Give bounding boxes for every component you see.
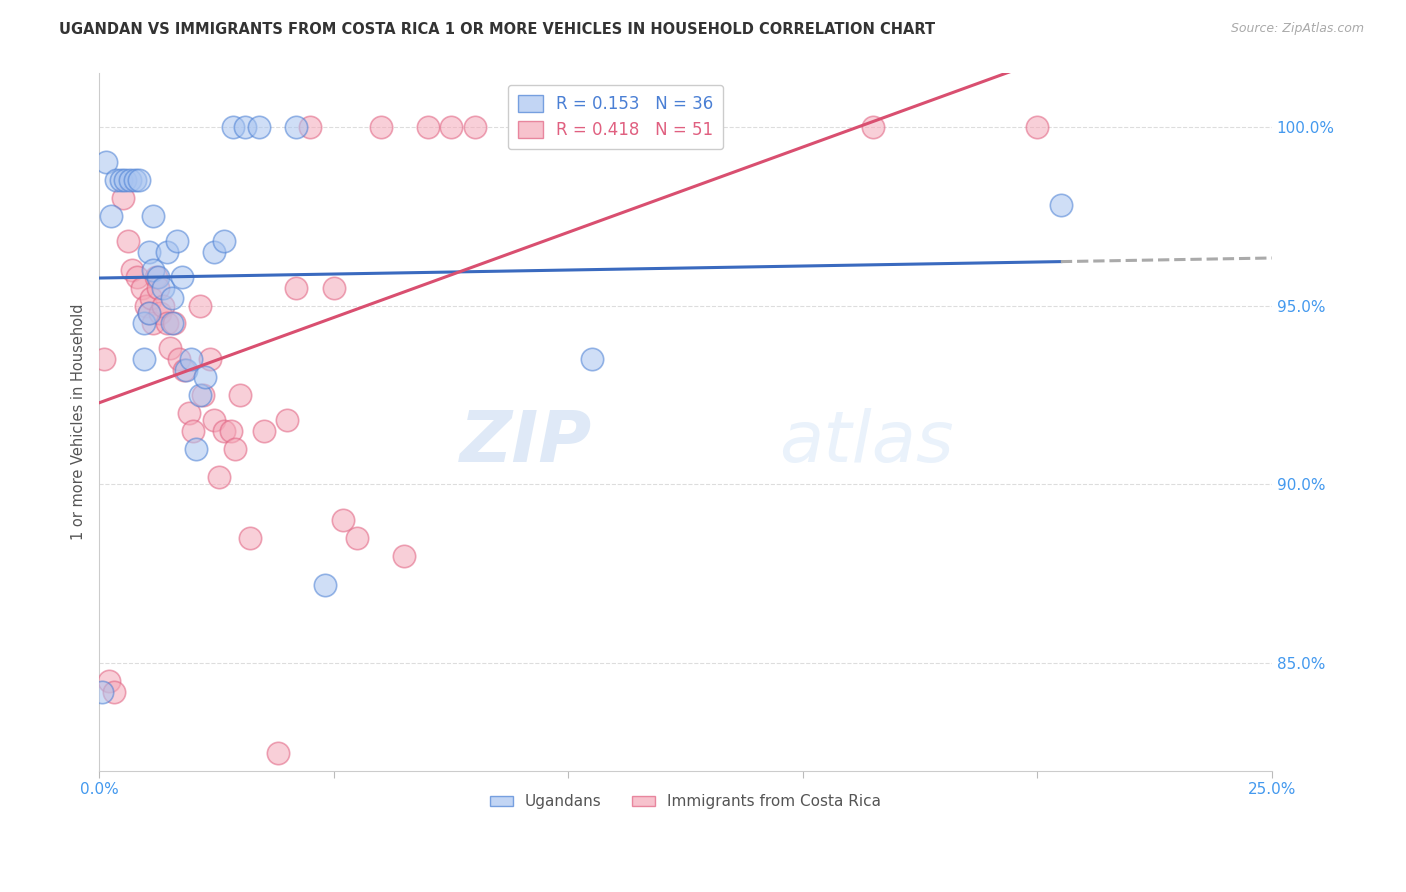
Point: [138, 306, 160, 320]
Point: [332, 513, 354, 527]
Point: [464, 120, 486, 134]
Point: [156, 317, 179, 331]
Point: [93, 352, 115, 367]
Point: [314, 577, 336, 591]
Legend: Ugandans, Immigrants from Costa Rica: Ugandans, Immigrants from Costa Rica: [484, 789, 887, 815]
Point: [149, 306, 172, 320]
Y-axis label: 1 or more Vehicles in Household: 1 or more Vehicles in Household: [72, 303, 86, 540]
Point: [138, 244, 160, 259]
Point: [285, 120, 308, 134]
Point: [142, 262, 165, 277]
Point: [181, 424, 204, 438]
Point: [534, 120, 557, 134]
Point: [163, 317, 186, 331]
Point: [191, 388, 214, 402]
Point: [145, 269, 167, 284]
Point: [323, 280, 346, 294]
Point: [238, 531, 260, 545]
Point: [229, 388, 252, 402]
Point: [233, 120, 256, 134]
Point: [135, 299, 157, 313]
Point: [128, 173, 150, 187]
Point: [222, 120, 245, 134]
Point: [581, 352, 603, 367]
Point: [97, 674, 120, 689]
Point: [174, 363, 197, 377]
Point: [110, 173, 132, 187]
Point: [152, 299, 174, 313]
Point: [219, 424, 242, 438]
Point: [440, 120, 463, 134]
Point: [111, 191, 134, 205]
Point: [146, 269, 169, 284]
Point: [266, 746, 288, 760]
Point: [224, 442, 246, 456]
Point: [118, 173, 141, 187]
Point: [90, 685, 112, 699]
Point: [125, 269, 148, 284]
Point: [1026, 120, 1049, 134]
Point: [117, 234, 139, 248]
Point: [142, 209, 165, 223]
Point: [156, 244, 179, 259]
Point: [132, 317, 155, 331]
Point: [697, 120, 720, 134]
Point: [180, 352, 202, 367]
Point: [212, 234, 235, 248]
Point: [146, 280, 169, 294]
Point: [124, 173, 146, 187]
Point: [173, 363, 195, 377]
Point: [167, 352, 190, 367]
Point: [177, 406, 200, 420]
Point: [188, 299, 211, 313]
Point: [276, 413, 298, 427]
Point: [160, 317, 183, 331]
Point: [285, 280, 308, 294]
Point: [212, 424, 235, 438]
Point: [132, 352, 155, 367]
Text: ZIP: ZIP: [460, 409, 592, 477]
Point: [142, 317, 165, 331]
Point: [299, 120, 322, 134]
Point: [139, 292, 162, 306]
Point: [247, 120, 270, 134]
Text: UGANDAN VS IMMIGRANTS FROM COSTA RICA 1 OR MORE VEHICLES IN HOUSEHOLD CORRELATIO: UGANDAN VS IMMIGRANTS FROM COSTA RICA 1 …: [59, 22, 935, 37]
Point: [166, 234, 188, 248]
Point: [184, 442, 207, 456]
Point: [103, 685, 125, 699]
Point: [346, 531, 368, 545]
Point: [159, 342, 181, 356]
Point: [160, 292, 183, 306]
Point: [138, 306, 160, 320]
Text: atlas: atlas: [779, 409, 955, 477]
Point: [104, 173, 127, 187]
Point: [394, 549, 416, 563]
Text: Source: ZipAtlas.com: Source: ZipAtlas.com: [1230, 22, 1364, 36]
Point: [1050, 198, 1073, 212]
Point: [188, 388, 211, 402]
Point: [194, 370, 217, 384]
Point: [170, 269, 193, 284]
Point: [370, 120, 392, 134]
Point: [416, 120, 439, 134]
Point: [605, 120, 627, 134]
Point: [131, 280, 153, 294]
Point: [208, 470, 231, 484]
Point: [862, 120, 884, 134]
Point: [100, 209, 122, 223]
Point: [152, 280, 174, 294]
Point: [202, 244, 225, 259]
Point: [121, 262, 143, 277]
Point: [252, 424, 274, 438]
Point: [198, 352, 221, 367]
Point: [114, 173, 136, 187]
Point: [202, 413, 225, 427]
Point: [96, 155, 118, 169]
